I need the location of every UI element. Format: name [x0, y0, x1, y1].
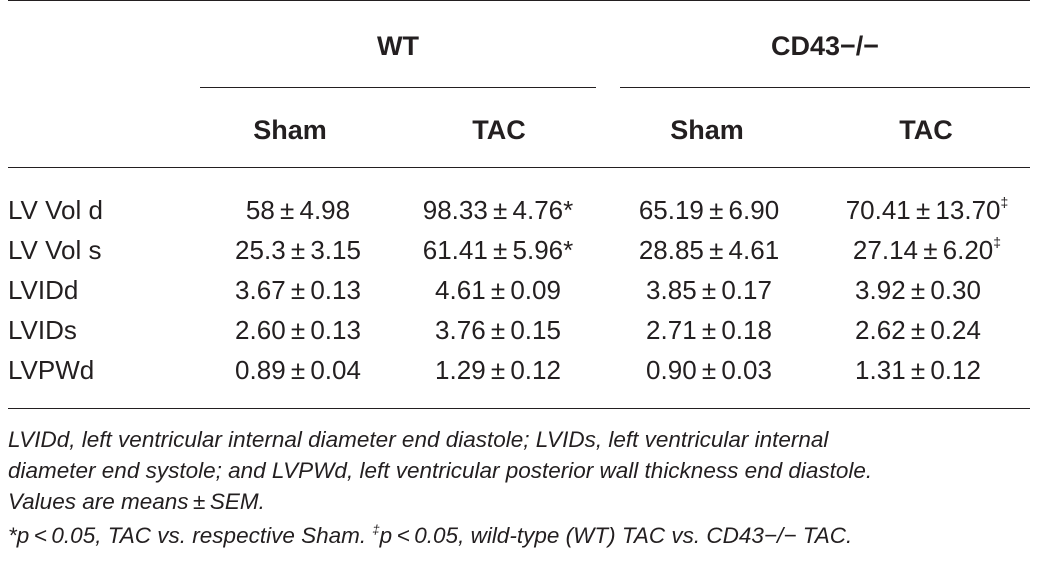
table-cell: 3.76 ± 0.15	[435, 315, 561, 345]
table-cell: 98.33 ± 4.76*	[422, 195, 574, 225]
table-cell: 25.3 ± 3.15	[235, 235, 361, 265]
table-row: LV Vol s 25.3 ± 3.15 61.41 ± 5.96* 28.85…	[0, 230, 1038, 270]
group-header-cd43: CD43−/−	[770, 31, 880, 61]
table-cell: 2.60 ± 0.13	[235, 315, 361, 345]
subheader-wt-sham: Sham	[253, 115, 327, 145]
table-row: LVPWd 0.89 ± 0.04 1.29 ± 0.12 0.90 ± 0.0…	[0, 350, 1038, 390]
table-cell: 4.61 ± 0.09	[435, 275, 561, 305]
table-cell: 0.90 ± 0.03	[646, 355, 772, 385]
group-rule-wt	[200, 87, 596, 88]
table-row: LVIDd 3.67 ± 0.13 4.61 ± 0.09 3.85 ± 0.1…	[0, 270, 1038, 310]
subheader-cd43-tac: TAC	[899, 115, 953, 145]
top-rule	[8, 0, 1030, 1]
table-cell: 27.14 ± 6.20‡	[852, 234, 1002, 265]
table-cell: 65.19 ± 6.90	[638, 195, 780, 225]
row-label: LV Vol s	[8, 235, 102, 265]
table-cell: 28.85 ± 4.61	[638, 235, 780, 265]
group-header-wt: WT	[377, 31, 419, 61]
row-label: LVIDd	[8, 275, 79, 305]
table-cell: 2.62 ± 0.24	[855, 315, 981, 345]
row-label: LVPWd	[8, 355, 95, 385]
table-cell: 3.92 ± 0.30	[855, 275, 981, 305]
table-cell: 1.31 ± 0.12	[855, 355, 981, 385]
footnote-abbreviations-line2: diameter end systole; and LVPWd, left ve…	[8, 458, 873, 483]
table-cell: 3.67 ± 0.13	[235, 275, 361, 305]
footnote-significance: *p < 0.05, TAC vs. respective Sham. ‡p <…	[8, 522, 853, 548]
table-cell: 3.85 ± 0.17	[646, 275, 772, 305]
group-rule-cd43	[620, 87, 1030, 88]
subheader-wt-tac: TAC	[472, 115, 526, 145]
table-cell: 0.89 ± 0.04	[235, 355, 361, 385]
double-dagger-mark: ‡	[372, 522, 380, 537]
footnote-abbreviations-line1: LVIDd, left ventricular internal diamete…	[8, 427, 829, 452]
table-cell: 70.41 ± 13.70‡	[845, 194, 1009, 225]
header-rule	[8, 167, 1030, 168]
subheader-cd43-sham: Sham	[670, 115, 744, 145]
table-cell: 61.41 ± 5.96*	[422, 235, 574, 265]
footnote-values-note: Values are means ± SEM.	[8, 489, 265, 514]
table-cell: 58 ± 4.98	[245, 195, 351, 225]
row-label: LV Vol d	[8, 195, 103, 225]
row-label: LVIDs	[8, 315, 77, 345]
double-dagger-mark: ‡	[993, 234, 1002, 250]
table-cell: 1.29 ± 0.12	[435, 355, 561, 385]
double-dagger-mark: ‡	[1000, 194, 1009, 210]
table-row: LVIDs 2.60 ± 0.13 3.76 ± 0.15 2.71 ± 0.1…	[0, 310, 1038, 350]
table-cell: 2.71 ± 0.18	[646, 315, 772, 345]
bottom-rule	[8, 408, 1030, 409]
table-row: LV Vol d 58 ± 4.98 98.33 ± 4.76* 65.19 ±…	[0, 190, 1038, 230]
